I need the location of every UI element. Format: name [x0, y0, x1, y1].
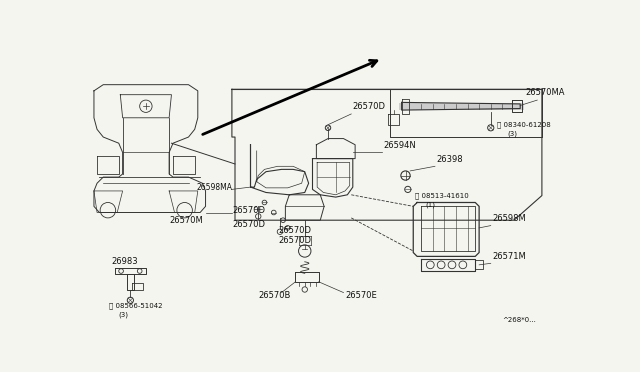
Text: Ⓢ 08513-41610: Ⓢ 08513-41610 [415, 192, 468, 199]
Text: 26571M: 26571M [492, 252, 526, 261]
Text: 26570MA: 26570MA [525, 88, 565, 97]
Text: 26570M: 26570M [169, 216, 203, 225]
Text: 26598MA: 26598MA [196, 183, 232, 192]
Text: 26570D: 26570D [232, 220, 265, 229]
Text: 26570D: 26570D [278, 235, 312, 245]
Text: Ⓢ 08340-61208: Ⓢ 08340-61208 [497, 122, 550, 128]
Text: Ⓢ 08566-51042: Ⓢ 08566-51042 [109, 302, 162, 309]
Text: (3): (3) [119, 311, 129, 318]
Text: (3): (3) [508, 131, 518, 137]
Text: 26570E: 26570E [345, 291, 377, 300]
Text: 26594N: 26594N [384, 141, 417, 150]
Text: (1): (1) [425, 202, 435, 208]
Text: ^268*0...: ^268*0... [502, 317, 536, 323]
Text: 26570D: 26570D [278, 225, 312, 235]
Text: 26983: 26983 [111, 257, 138, 266]
Text: 26570D: 26570D [353, 102, 386, 111]
Text: 26398: 26398 [436, 155, 463, 164]
Text: 26570B: 26570B [259, 291, 291, 300]
Text: 26598M: 26598M [492, 214, 526, 223]
Text: 26570D: 26570D [232, 206, 265, 215]
